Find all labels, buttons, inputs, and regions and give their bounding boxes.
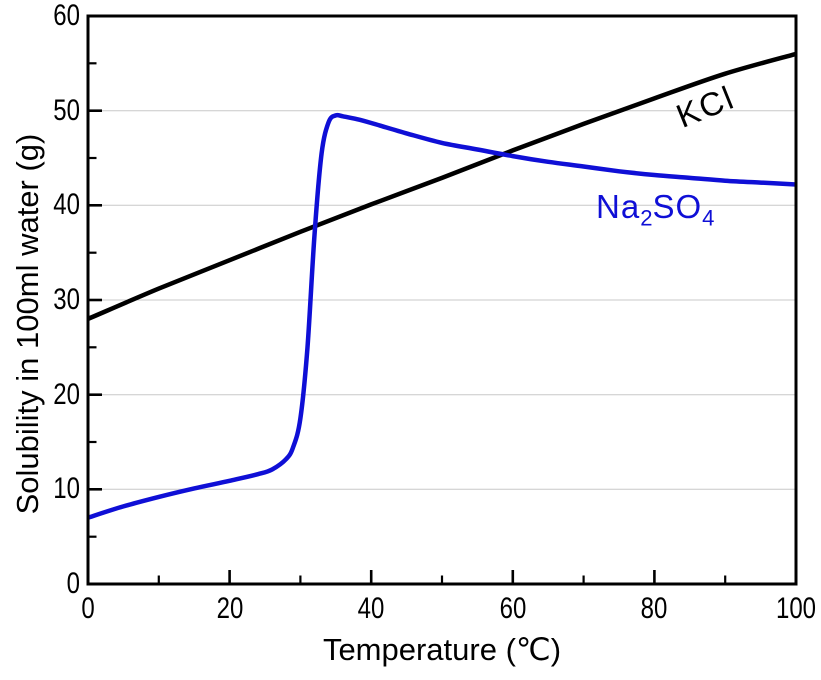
na2so4-label-subscript: 2 [640, 205, 653, 231]
y-tick-label: 10 [53, 472, 80, 506]
y-tick-label: 20 [53, 377, 80, 411]
na2so4-label-subscript: 4 [702, 205, 715, 231]
x-tick-label: 20 [216, 592, 243, 625]
y-tick-label: 30 [53, 283, 80, 316]
x-tick-label: 0 [81, 592, 95, 625]
x-tick-label: 60 [499, 592, 527, 625]
axis-box [86, 14, 798, 586]
y-tick-label: 60 [53, 0, 80, 32]
x-axis-title: Temperature (℃) [322, 632, 562, 667]
y-tick-label: 40 [53, 188, 80, 222]
y-tick-label: 0 [66, 567, 80, 600]
na2so4-label-part: Na [596, 188, 641, 225]
na2so4-label-part: SO [652, 188, 703, 225]
x-tick-label: 100 [775, 592, 817, 625]
kcl-curve [87, 51, 797, 321]
na2so4-curve [87, 112, 797, 520]
y-tick-label: 50 [53, 93, 80, 127]
na2so4-curve-label: Na2SO4 [596, 188, 714, 232]
x-tick-label: 80 [641, 592, 668, 625]
x-tick-label: 40 [357, 592, 385, 625]
